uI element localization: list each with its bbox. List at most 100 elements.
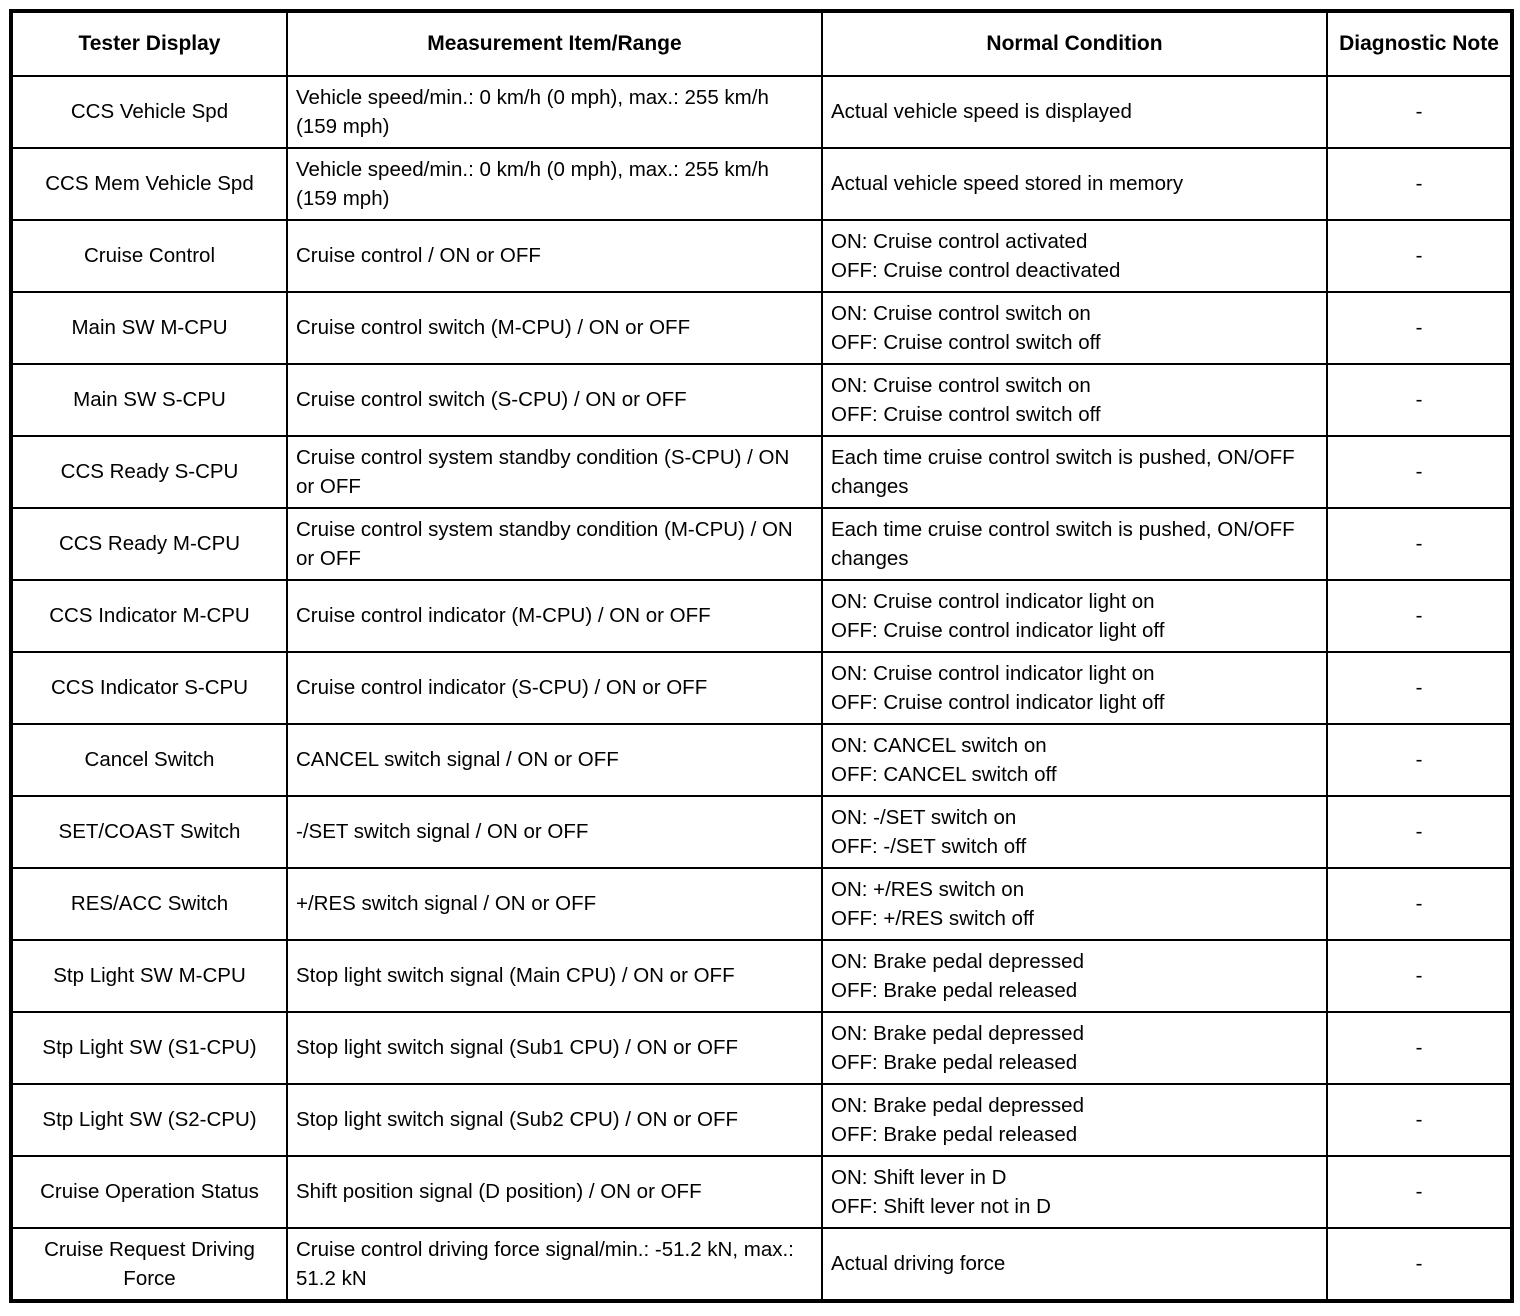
normal-condition-cell: ON: -/SET switch on OFF: -/SET switch off [821, 795, 1328, 869]
header-measurement-item-range: Measurement Item/Range [286, 10, 823, 77]
measurement-item-range-cell: Vehicle speed/min.: 0 km/h (0 mph), max.… [286, 75, 823, 149]
normal-condition-line: ON: Brake pedal depressed [831, 1021, 1084, 1045]
normal-condition-line: ON: Brake pedal depressed [831, 949, 1084, 973]
tester-display-cell: CCS Indicator M-CPU [10, 579, 288, 653]
table-row: Main SW S-CPU Cruise control switch (S-CP… [10, 363, 1513, 437]
normal-condition-line: OFF: +/RES switch off [831, 907, 1034, 930]
header-normal-condition: Normal Condition [821, 10, 1328, 77]
normal-condition-line: OFF: Cruise control indicator light off [831, 691, 1165, 714]
diagnostic-note-cell: - [1326, 939, 1513, 1013]
normal-condition-cell: Actual driving force [821, 1227, 1328, 1302]
header-tester-display: Tester Display [10, 10, 288, 77]
measurement-item-range-cell: Cruise control system standby condition … [286, 435, 823, 509]
table-row: CCS Indicator M-CPU Cruise control indica… [10, 579, 1513, 653]
header-row: Tester Display Measurement Item/Range No… [10, 10, 1513, 77]
normal-condition-cell: ON: Shift lever in D OFF: Shift lever not… [821, 1155, 1328, 1229]
table-row: Cruise Operation Status Shift position si… [10, 1155, 1513, 1229]
table-row: Cruise Control Cruise control / ON or OFF… [10, 219, 1513, 293]
tester-display-cell: SET/COAST Switch [10, 795, 288, 869]
normal-condition-line: OFF: Cruise control deactivated [831, 259, 1121, 282]
table-row: RES/ACC Switch +/RES switch signal / ON o… [10, 867, 1513, 941]
normal-condition-line: ON: +/RES switch on [831, 877, 1025, 901]
table-row: CCS Indicator S-CPU Cruise control indica… [10, 651, 1513, 725]
measurement-item-range-cell: Cruise control driving force signal/min.… [286, 1227, 823, 1302]
normal-condition-line: Actual driving force [831, 1252, 1006, 1276]
tester-display-cell: Stp Light SW (S2-CPU) [10, 1083, 288, 1157]
normal-condition-cell: ON: Cruise control activated OFF: Cruise … [821, 219, 1328, 293]
tester-display-cell: Main SW M-CPU [10, 291, 288, 365]
table-row: Stp Light SW (S1-CPU) Stop light switch s… [10, 1011, 1513, 1085]
measurement-item-range-cell: Stop light switch signal (Sub2 CPU) / ON… [286, 1083, 823, 1157]
normal-condition-line: OFF: Cruise control indicator light off [831, 619, 1165, 642]
diagnostic-note-cell: - [1326, 435, 1513, 509]
normal-condition-line: OFF: Cruise control switch off [831, 403, 1101, 426]
normal-condition-cell: ON: +/RES switch on OFF: +/RES switch off [821, 867, 1328, 941]
tester-display-cell: Cruise Request Driving Force [10, 1227, 288, 1302]
measurement-item-range-cell: Cruise control / ON or OFF [286, 219, 823, 293]
diagnostic-note-cell: - [1326, 867, 1513, 941]
tester-display-cell: CCS Vehicle Spd [10, 75, 288, 149]
table-row: CCS Ready M-CPU Cruise control system sta… [10, 507, 1513, 581]
diagnostic-note-cell: - [1326, 363, 1513, 437]
table-row: Cancel Switch CANCEL switch signal / ON o… [10, 723, 1513, 797]
normal-condition-cell: Each time cruise control switch is pushe… [821, 507, 1328, 581]
normal-condition-line: ON: Cruise control indicator light on [831, 589, 1155, 613]
tester-display-cell: Cruise Operation Status [10, 1155, 288, 1229]
normal-condition-line: ON: CANCEL switch on [831, 733, 1047, 757]
tester-display-cell: CCS Ready M-CPU [10, 507, 288, 581]
normal-condition-cell: Each time cruise control switch is pushe… [821, 435, 1328, 509]
diagnostic-note-cell: - [1326, 219, 1513, 293]
normal-condition-line: ON: Shift lever in D [831, 1165, 1007, 1189]
tester-display-cell: RES/ACC Switch [10, 867, 288, 941]
table-row: CCS Mem Vehicle Spd Vehicle speed/min.: 0… [10, 147, 1513, 221]
measurement-item-range-cell: Cruise control switch (S-CPU) / ON or OF… [286, 363, 823, 437]
table-row: Cruise Request Driving Force Cruise contr… [10, 1227, 1513, 1302]
tester-display-cell: Stp Light SW M-CPU [10, 939, 288, 1013]
diagnostic-note-cell: - [1326, 1155, 1513, 1229]
tester-display-cell: CCS Indicator S-CPU [10, 651, 288, 725]
measurement-item-range-cell: Stop light switch signal (Sub1 CPU) / ON… [286, 1011, 823, 1085]
tester-display-cell: Main SW S-CPU [10, 363, 288, 437]
normal-condition-line: ON: Cruise control switch on [831, 373, 1091, 397]
measurement-item-range-cell: Vehicle speed/min.: 0 km/h (0 mph), max.… [286, 147, 823, 221]
tester-display-cell: Stp Light SW (S1-CPU) [10, 1011, 288, 1085]
normal-condition-line: Actual vehicle speed is displayed [831, 100, 1132, 124]
tester-display-cell: CCS Mem Vehicle Spd [10, 147, 288, 221]
table-row: Stp Light SW M-CPU Stop light switch sign… [10, 939, 1513, 1013]
table-body: CCS Vehicle Spd Vehicle speed/min.: 0 km/… [10, 75, 1513, 1302]
diagnostic-note-cell: - [1326, 75, 1513, 149]
measurement-item-range-cell: Cruise control switch (M-CPU) / ON or OF… [286, 291, 823, 365]
diagnostic-note-cell: - [1326, 1083, 1513, 1157]
normal-condition-cell: ON: Cruise control switch on OFF: Cruise … [821, 363, 1328, 437]
table-row: Main SW M-CPU Cruise control switch (M-CP… [10, 291, 1513, 365]
table-row: Stp Light SW (S2-CPU) Stop light switch s… [10, 1083, 1513, 1157]
tester-display-cell: CCS Ready S-CPU [10, 435, 288, 509]
normal-condition-line: ON: Brake pedal depressed [831, 1093, 1084, 1117]
diagnostic-note-cell: - [1326, 291, 1513, 365]
diagnostic-note-cell: - [1326, 579, 1513, 653]
normal-condition-cell: ON: Brake pedal depressed OFF: Brake peda… [821, 1011, 1328, 1085]
normal-condition-line: ON: Cruise control indicator light on [831, 661, 1155, 685]
normal-condition-line: OFF: Brake pedal released [831, 979, 1078, 1002]
normal-condition-line: OFF: CANCEL switch off [831, 763, 1057, 786]
diagnostic-note-cell: - [1326, 507, 1513, 581]
normal-condition-line: ON: Cruise control activated [831, 229, 1088, 253]
normal-condition-line: ON: -/SET switch on [831, 805, 1017, 829]
normal-condition-line: Each time cruise control switch is pushe… [831, 517, 1295, 570]
tester-display-cell: Cruise Control [10, 219, 288, 293]
diagnostic-note-cell: - [1326, 723, 1513, 797]
diagnostic-data-table: Tester Display Measurement Item/Range No… [9, 9, 1514, 1303]
normal-condition-cell: ON: Cruise control indicator light on OFF… [821, 651, 1328, 725]
diagnostic-note-cell: - [1326, 1011, 1513, 1085]
normal-condition-cell: Actual vehicle speed is displayed [821, 75, 1328, 149]
normal-condition-cell: ON: CANCEL switch on OFF: CANCEL switch o… [821, 723, 1328, 797]
normal-condition-cell: ON: Cruise control indicator light on OFF… [821, 579, 1328, 653]
normal-condition-line: OFF: Shift lever not in D [831, 1195, 1051, 1218]
diagnostic-note-cell: - [1326, 1227, 1513, 1302]
measurement-item-range-cell: Cruise control indicator (M-CPU) / ON or… [286, 579, 823, 653]
measurement-item-range-cell: Stop light switch signal (Main CPU) / ON… [286, 939, 823, 1013]
diagnostic-note-cell: - [1326, 795, 1513, 869]
normal-condition-cell: ON: Brake pedal depressed OFF: Brake peda… [821, 939, 1328, 1013]
table-row: SET/COAST Switch -/SET switch signal / ON… [10, 795, 1513, 869]
